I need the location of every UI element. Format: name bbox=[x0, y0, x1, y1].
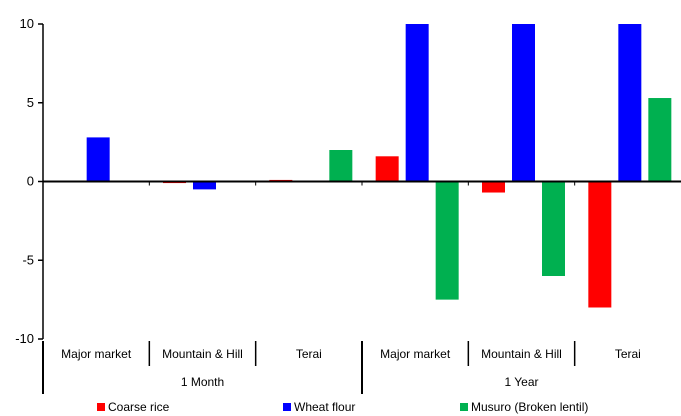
x-category-layer: Major market Mountain & Hill Terai Major ma… bbox=[42, 341, 641, 394]
legend-label: Musuro (Broken lentil) bbox=[471, 400, 588, 414]
bar-coarse-rice-3 bbox=[375, 156, 399, 182]
bar-wheat-flour-1 bbox=[193, 181, 216, 190]
legend-label: Wheat flour bbox=[294, 400, 355, 414]
bar-musuro-broken-lentil--5 bbox=[648, 98, 672, 182]
bar-coarse-rice-4 bbox=[482, 181, 505, 193]
y-tick-label: 0 bbox=[27, 174, 34, 189]
legend-swatch bbox=[97, 403, 105, 411]
legend: Coarse rice Wheat flour Musuro (Broken len… bbox=[97, 400, 588, 414]
axis-layer: 10 5 0 -5 -10 bbox=[15, 16, 44, 346]
x-group-label: 1 Year bbox=[504, 375, 538, 389]
bar-musuro-broken-lentil--3 bbox=[435, 181, 459, 300]
legend-swatch bbox=[460, 403, 468, 411]
bar-musuro-broken-lentil--4 bbox=[542, 181, 565, 276]
bar-wheat-flour-4 bbox=[512, 24, 535, 182]
bars-layer bbox=[86, 24, 672, 308]
y-tick-label: 5 bbox=[27, 95, 34, 110]
x-category-label: Mountain & Hill bbox=[162, 347, 243, 361]
zero-layer bbox=[43, 180, 681, 186]
bar-coarse-rice-5 bbox=[588, 181, 612, 308]
bar-wheat-flour-0 bbox=[86, 137, 110, 182]
x-category-label: Major market bbox=[380, 347, 451, 361]
bar-wheat-flour-3 bbox=[405, 24, 429, 182]
bar-wheat-flour-5 bbox=[618, 24, 642, 182]
x-category-label: Terai bbox=[615, 347, 641, 361]
legend-swatch bbox=[283, 403, 291, 411]
y-tick-label: -10 bbox=[15, 331, 34, 346]
y-tick-label: -5 bbox=[22, 252, 34, 267]
legend-label: Coarse rice bbox=[108, 400, 170, 414]
y-tick-label: 10 bbox=[20, 16, 34, 31]
x-group-label: 1 Month bbox=[181, 375, 224, 389]
x-category-label: Major market bbox=[61, 347, 132, 361]
x-category-label: Terai bbox=[296, 347, 322, 361]
x-category-label: Mountain & Hill bbox=[481, 347, 562, 361]
bar-musuro-broken-lentil--2 bbox=[329, 150, 353, 182]
